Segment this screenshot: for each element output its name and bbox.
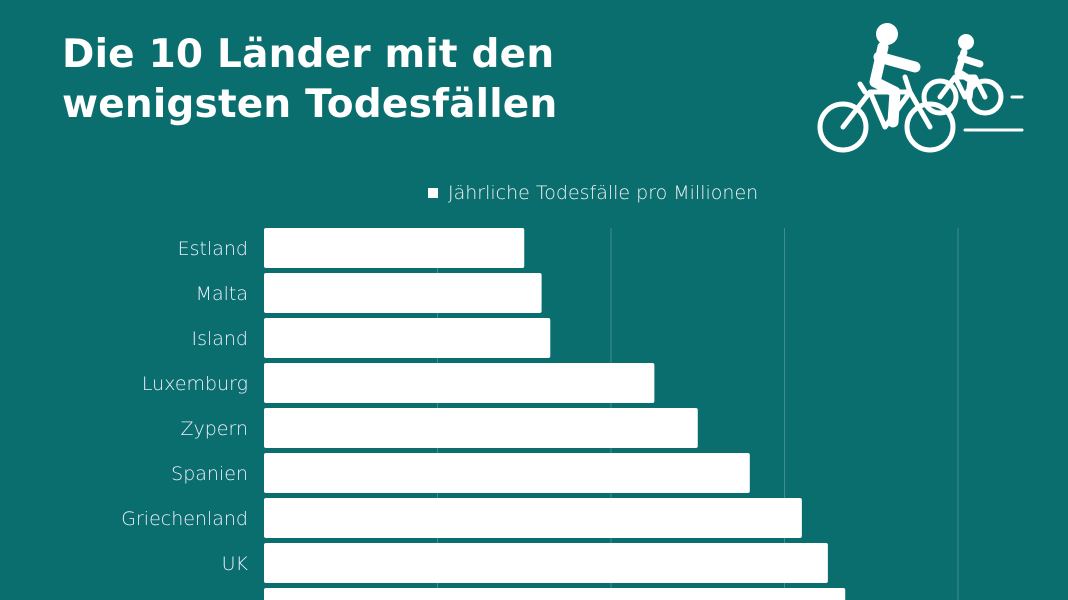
bar — [264, 318, 551, 358]
bar — [264, 543, 828, 583]
category-label: UK — [222, 553, 249, 575]
category-label: Island — [191, 328, 248, 350]
bar — [264, 363, 655, 403]
category-label: Zypern — [180, 418, 248, 440]
chart-title: Die 10 Länder mit den wenigsten Todesfäl… — [62, 30, 557, 130]
category-label: Estland — [178, 238, 248, 260]
category-label: Luxemburg — [142, 373, 248, 395]
category-label: Griechenland — [121, 508, 248, 530]
category-label: Spanien — [171, 463, 248, 485]
bar — [264, 273, 542, 313]
legend-label: Jährliche Todesfälle pro Millionen — [448, 182, 759, 204]
category-label: Malta — [196, 283, 248, 305]
bar — [264, 453, 750, 493]
title-line-1: Die 10 Länder mit den — [62, 32, 555, 77]
legend-swatch — [428, 188, 438, 198]
bar — [264, 498, 802, 538]
bar — [264, 588, 846, 600]
title-line-2: wenigsten Todesfällen — [62, 82, 558, 127]
bar — [264, 408, 698, 448]
chart-legend: Jährliche Todesfälle pro Millionen — [428, 182, 758, 204]
bar — [264, 228, 525, 268]
cyclists-icon — [817, 23, 1024, 153]
